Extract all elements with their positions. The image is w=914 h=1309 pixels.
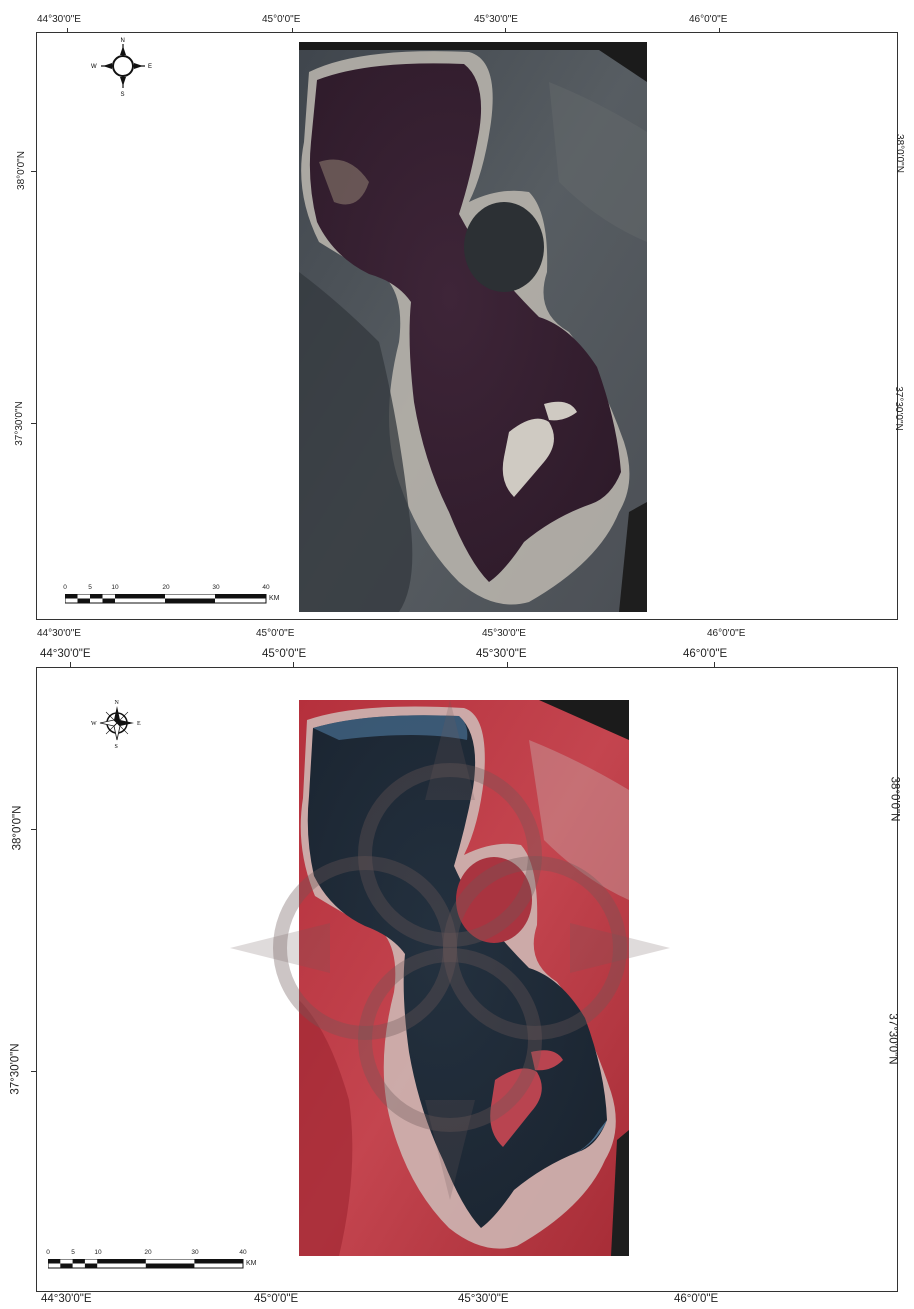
bottom-map-x-label-top-2: 45°0'0"E [262, 648, 307, 660]
bottom-map-y-label-right-2: 37°30'0"N [886, 1013, 899, 1065]
bottom-map-y-label-left-1: 38°0'0"N [11, 805, 24, 851]
bottom-map-x-label-bottom-3: 45°30'0"E [458, 1293, 509, 1305]
bottom-scale-unit: KM [246, 1260, 257, 1267]
bottom-compass-rose-icon: N S E W [91, 700, 141, 750]
bottom-scale-bar: 0 5 10 20 30 40 KM [45, 1249, 275, 1271]
bottom-satellite-image [299, 700, 629, 1256]
bottom-map-tick [714, 662, 715, 667]
top-map-y-label-right-1: 38°0'0"N [893, 134, 905, 173]
top-scale-tick: 0 [63, 584, 67, 591]
bottom-map-y-label-right-1: 38°0'0"N [888, 776, 901, 822]
bottom-map-x-label-top-1: 44°30'0"E [40, 648, 91, 660]
top-map-y-label-right-2: 37°30'0"N [892, 386, 904, 431]
top-map-tick [31, 171, 36, 172]
top-compass-e: E [148, 64, 152, 70]
top-map-x-label-bottom-3: 45°30'0"E [482, 628, 526, 639]
top-scale-unit: KM [269, 595, 280, 602]
top-map-tick [719, 28, 720, 33]
top-map-x-label-bottom-4: 46°0'0"E [707, 628, 746, 639]
top-map-x-label-bottom-1: 44°30'0"E [37, 628, 81, 639]
top-scale-tick: 5 [88, 584, 92, 591]
top-map-x-label-top-1: 44°30'0"E [37, 14, 81, 25]
bottom-map-tick [293, 662, 294, 667]
bottom-scale-tick: 20 [144, 1249, 152, 1256]
top-north-arrow-icon: N S E W [91, 38, 152, 97]
top-map-tick [31, 423, 36, 424]
top-scale-tick: 30 [212, 584, 220, 591]
bottom-map-x-label-bottom-2: 45°0'0"E [254, 1293, 299, 1305]
top-scale-tick: 40 [262, 584, 270, 591]
top-map-tick [505, 28, 506, 33]
top-map-x-label-top-4: 46°0'0"E [689, 14, 728, 25]
bottom-map-tick [31, 829, 36, 830]
bottom-compass-e: E [137, 721, 141, 727]
bottom-map-x-label-top-3: 45°30'0"E [476, 648, 527, 660]
top-map-tick [67, 28, 68, 33]
top-compass-s: S [121, 92, 125, 97]
bottom-map-x-label-bottom-1: 44°30'0"E [41, 1293, 92, 1305]
bottom-scale-tick: 30 [191, 1249, 199, 1256]
top-map-tick [292, 28, 293, 33]
bottom-map-y-label-left-2: 37°30'0"N [9, 1043, 22, 1095]
top-compass-n: N [121, 38, 125, 44]
top-map-x-label-top-3: 45°30'0"E [474, 14, 518, 25]
bottom-compass-n: N [115, 700, 120, 706]
top-satellite-image [299, 42, 647, 612]
bottom-map-tick [31, 1071, 36, 1072]
bottom-scale-tick: 40 [239, 1249, 247, 1256]
top-map-x-label-bottom-2: 45°0'0"E [256, 628, 295, 639]
bottom-compass-w: W [91, 721, 97, 727]
bottom-map-x-label-top-4: 46°0'0"E [683, 648, 728, 660]
top-scale-tick: 20 [162, 584, 170, 591]
top-map-x-label-top-2: 45°0'0"E [262, 14, 301, 25]
bottom-scale-tick: 10 [94, 1249, 102, 1256]
bottom-scale-tick: 0 [46, 1249, 50, 1256]
top-map-y-label-left-2: 37°30'0"N [13, 401, 25, 446]
top-scale-tick: 10 [111, 584, 119, 591]
bottom-scale-tick: 5 [71, 1249, 75, 1256]
top-compass-w: W [91, 64, 97, 70]
bottom-map-x-label-bottom-4: 46°0'0"E [674, 1293, 719, 1305]
bottom-map-tick [70, 662, 71, 667]
bottom-map-tick [507, 662, 508, 667]
top-map-y-label-left-1: 38°0'0"N [15, 151, 27, 190]
bottom-compass-s: S [115, 744, 118, 750]
top-scale-bar: 0 5 10 20 30 40 KM [62, 584, 292, 606]
